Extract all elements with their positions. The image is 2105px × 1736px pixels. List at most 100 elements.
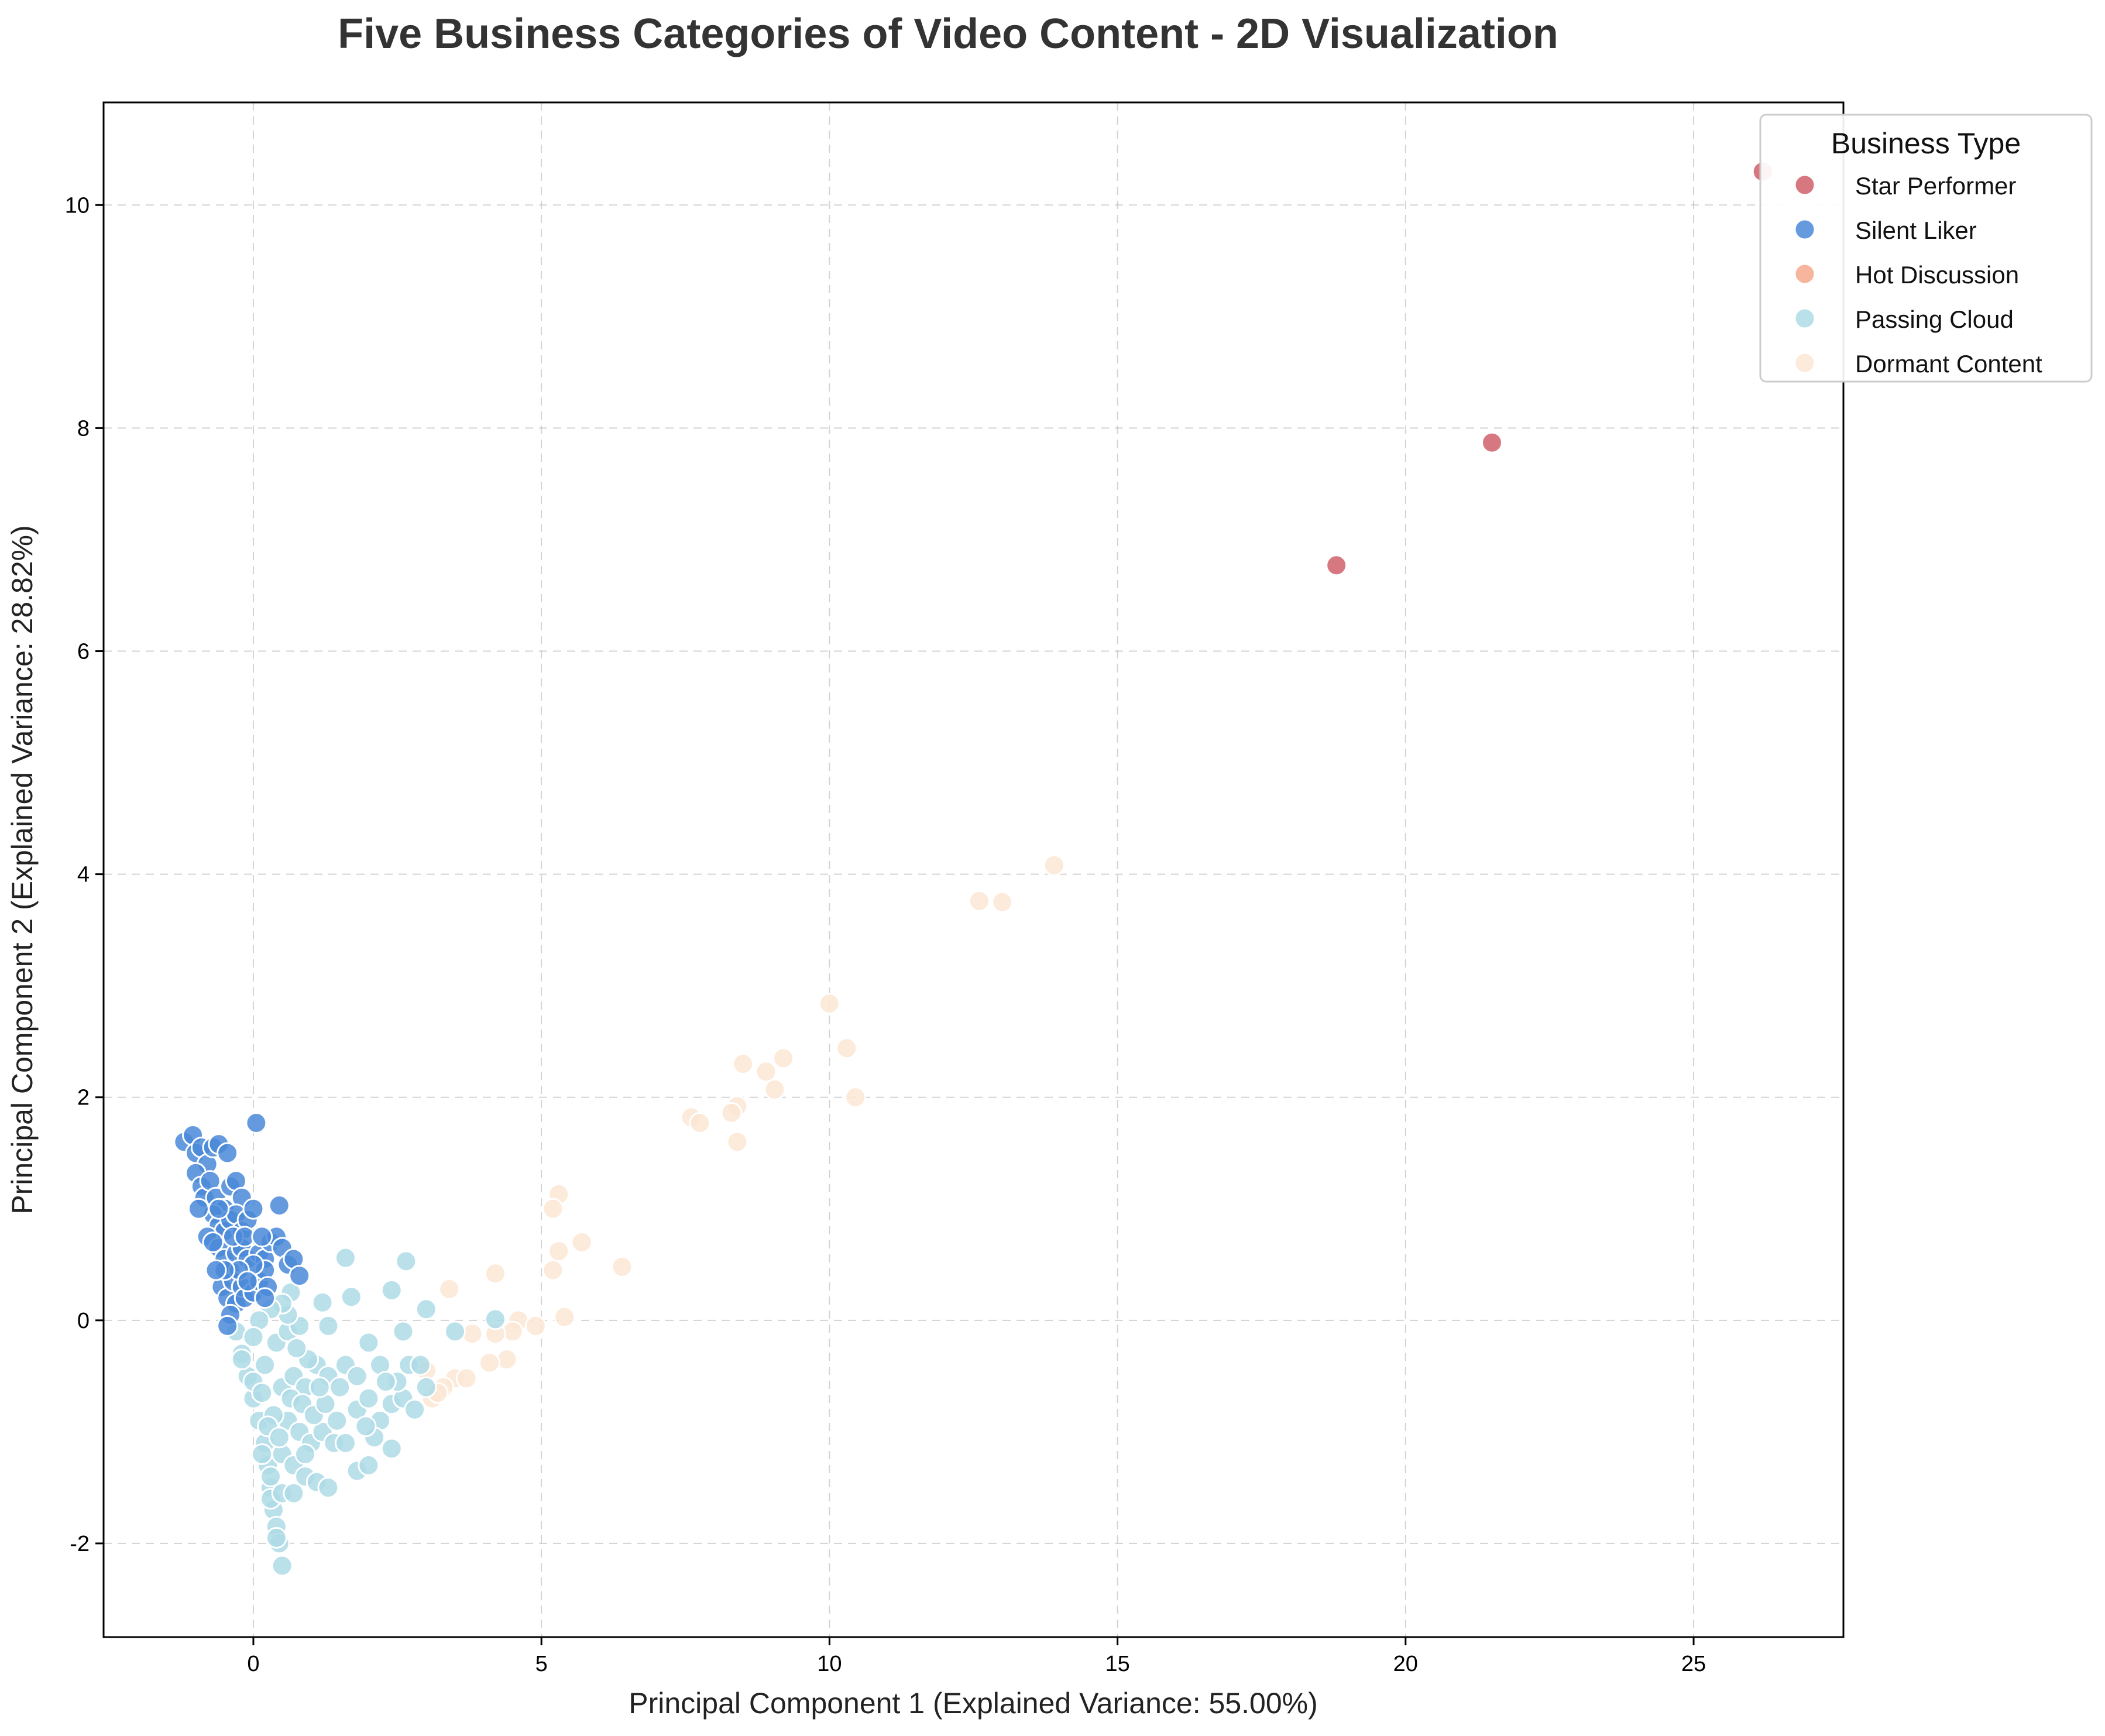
scatter-point: [265, 1526, 287, 1549]
scatter-point: [404, 1398, 426, 1421]
scatter-point: [438, 1278, 461, 1300]
scatter-point: [720, 1102, 743, 1124]
scatter-point: [334, 1432, 356, 1454]
scatter-point: [358, 1387, 380, 1409]
scatter-point: [268, 1195, 290, 1217]
plot-area-frame: [102, 101, 1845, 1638]
scatter-point: [542, 1259, 564, 1281]
scatter-point: [479, 1351, 501, 1374]
x-tick-label: 15: [1105, 1652, 1129, 1676]
scatter-point: [554, 1306, 576, 1328]
scatter-point: [217, 1142, 239, 1164]
scatter-point: [415, 1376, 437, 1398]
scatter-point: [208, 1198, 230, 1220]
chart-title: Five Business Categories of Video Conten…: [338, 11, 1558, 57]
scatter-point: [308, 1376, 331, 1398]
scatter-point: [484, 1308, 506, 1330]
y-axis-label: Principal Component 2 (Explained Varianc…: [6, 525, 39, 1214]
scatter-point: [231, 1349, 253, 1371]
y-tick-label: 0: [77, 1309, 90, 1333]
x-tick-label: 5: [535, 1652, 548, 1676]
scatter-point: [415, 1298, 437, 1320]
legend-entry-label: Silent Liker: [1855, 217, 1977, 244]
scatter-point: [844, 1086, 867, 1109]
scatter-point: [187, 1198, 210, 1220]
scatter-point: [1043, 854, 1065, 876]
scatter-point: [968, 890, 990, 912]
y-tick-label: 10: [65, 193, 90, 218]
scatter-point: [294, 1443, 317, 1465]
scatter-point: [340, 1286, 362, 1308]
scatter-point: [1481, 431, 1503, 454]
scatter-point: [259, 1466, 281, 1488]
scatter-point: [726, 1131, 748, 1153]
scatter-point: [242, 1198, 265, 1220]
x-axis-label: Principal Component 1 (Explained Varianc…: [629, 1687, 1318, 1720]
scatter-point: [689, 1112, 711, 1134]
y-tick-label: 8: [77, 416, 90, 441]
scatter-point: [380, 1437, 403, 1460]
scatter-point: [455, 1367, 478, 1390]
legend-marker: [1794, 263, 1816, 285]
scatter-point: [346, 1365, 368, 1387]
scatter-point: [202, 1231, 224, 1253]
scatter-point: [251, 1226, 273, 1248]
y-tick-label: 6: [77, 640, 90, 664]
x-tick-label: 0: [247, 1652, 259, 1676]
x-tick-label: 10: [817, 1652, 842, 1676]
y-tick-label: 4: [77, 863, 90, 887]
scatter-point: [358, 1332, 380, 1354]
legend-entry-label: Hot Discussion: [1855, 261, 2019, 289]
scatter-point: [326, 1409, 348, 1432]
axis-ticks: 0 5 10 15 20 25 -2 0 2 4 6 8 10: [65, 193, 1706, 1676]
scatter-point: [358, 1454, 380, 1477]
scatter-point: [484, 1262, 506, 1285]
legend-marker: [1794, 352, 1816, 374]
scatter-point: [268, 1426, 290, 1449]
scatter-point: [329, 1376, 351, 1398]
x-tick-label: 20: [1393, 1652, 1418, 1676]
scatter-point: [395, 1250, 417, 1272]
scatter-point: [236, 1270, 259, 1292]
legend-title: Business Type: [1831, 127, 2021, 160]
scatter-point: [242, 1326, 265, 1348]
scatter-point: [392, 1320, 414, 1343]
y-tick-label: 2: [77, 1086, 90, 1110]
scatter-point: [772, 1047, 795, 1069]
legend-marker: [1794, 218, 1816, 241]
grid-lines: [104, 102, 1843, 1637]
scatter-point: [524, 1315, 547, 1337]
scatter-point: [375, 1371, 397, 1393]
scatter-point: [732, 1053, 754, 1075]
scatter-point: [548, 1240, 570, 1262]
scatter-point: [245, 1112, 267, 1134]
scatter-point: [571, 1231, 593, 1253]
scatter-point: [542, 1198, 564, 1220]
scatter-point: [217, 1315, 239, 1337]
scatter-point: [286, 1337, 308, 1359]
scatter-point: [355, 1415, 377, 1437]
scatter-point: [409, 1354, 431, 1376]
x-tick-label: 25: [1681, 1652, 1706, 1676]
scatter-point: [317, 1315, 339, 1337]
legend-marker: [1794, 307, 1816, 330]
scatter-point: [1326, 554, 1348, 577]
scatter-point: [755, 1061, 777, 1083]
scatter-point: [991, 891, 1014, 913]
scatter-point: [611, 1255, 633, 1278]
scatter-point: [254, 1354, 276, 1376]
legend: Business Type Star Performer Silent Liker…: [1759, 114, 2093, 383]
y-tick-label: -2: [70, 1532, 90, 1556]
scatter-point: [496, 1349, 518, 1371]
scatter-point: [836, 1037, 858, 1059]
scatter-point: [317, 1477, 339, 1499]
scatter-point: [205, 1259, 227, 1281]
scatter-point: [334, 1247, 356, 1269]
scatter-point: [254, 1287, 276, 1309]
scatter-point: [251, 1382, 273, 1404]
scatter-point: [283, 1482, 305, 1504]
scatter-points: [173, 160, 1774, 1577]
legend-marker: [1794, 174, 1816, 196]
legend-entry-label: Star Performer: [1855, 172, 2016, 200]
